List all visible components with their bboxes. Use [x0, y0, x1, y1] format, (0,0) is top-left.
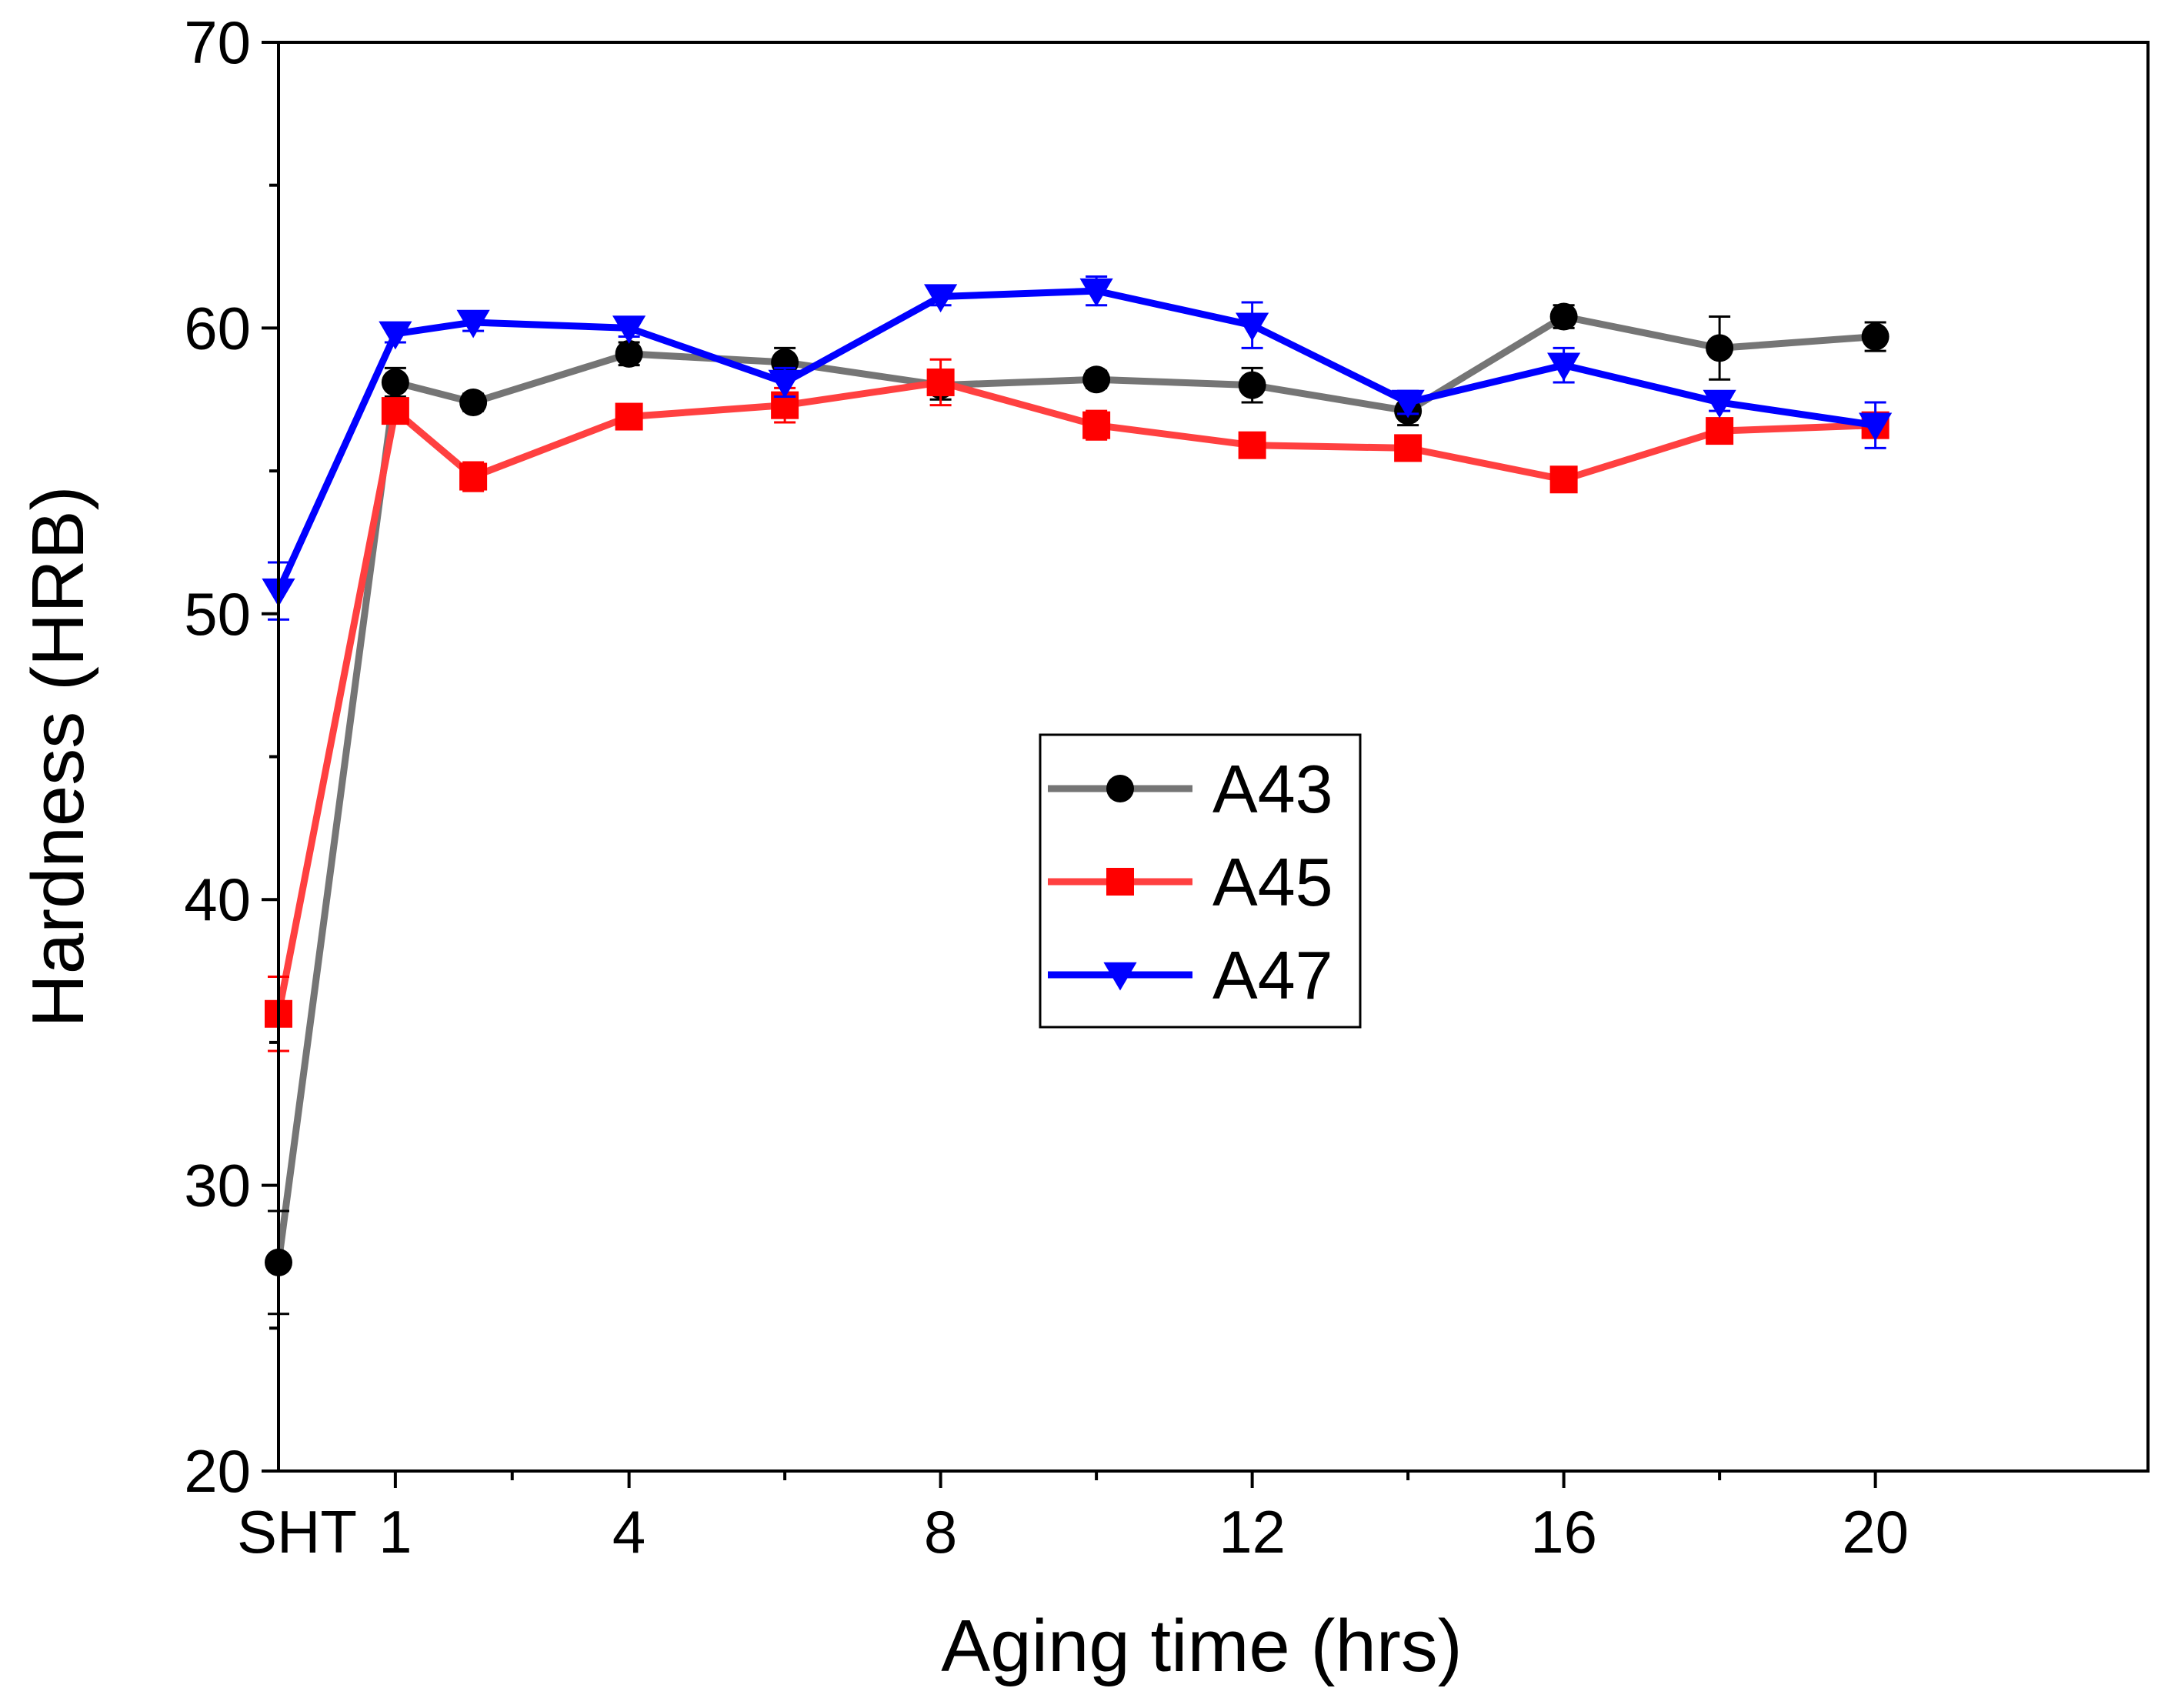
data-point-a43 [1706, 334, 1734, 362]
data-point-a47 [1859, 412, 1893, 442]
legend-label-a47: A47 [1212, 937, 1333, 1013]
legend: A43 A45 A47 [1039, 733, 1362, 1029]
data-point-a45 [381, 397, 409, 425]
data-point-a45 [459, 462, 488, 491]
data-point-a47 [1703, 389, 1736, 419]
data-point-a43 [1082, 365, 1111, 394]
legend-label-a43: A43 [1212, 751, 1333, 827]
x-tick-label: 12 [1219, 1498, 1286, 1566]
legend-entry-a45: A45 [1048, 844, 1333, 920]
data-point-a47 [768, 369, 802, 399]
legend-marker-a45 [1106, 868, 1134, 896]
data-point-a47 [379, 321, 412, 350]
data-point-a47 [1236, 312, 1269, 342]
x-tick-label: 1 [379, 1498, 412, 1566]
x-tick-label: 4 [612, 1498, 645, 1566]
series-layer [262, 275, 1893, 1316]
data-point-a45 [1082, 411, 1111, 439]
legend-label-a45: A45 [1212, 844, 1333, 920]
data-point-a43 [1549, 302, 1578, 331]
tick-labels: 20 30 40 50 60 70 SHT 1 4 8 12 16 20 [184, 8, 1909, 1566]
x-tick-label: SHT [237, 1498, 357, 1566]
y-tick-label: 70 [184, 8, 251, 76]
legend-marker-a43 [1106, 775, 1134, 802]
data-point-a47 [924, 284, 958, 313]
y-tick-label: 60 [184, 294, 251, 362]
data-point-a43 [381, 368, 409, 396]
data-point-a47 [456, 309, 490, 339]
y-axis-title: Hardness (HRB) [17, 485, 99, 1027]
legend-entry-a47: A47 [1048, 937, 1333, 1013]
x-axis-title: Aging time (hrs) [941, 1605, 1463, 1687]
data-point-a47 [1547, 352, 1581, 382]
x-tick-label: 16 [1530, 1498, 1597, 1566]
x-tick-label: 8 [924, 1498, 957, 1566]
legend-entry-a43: A43 [1048, 751, 1333, 827]
data-point-a43 [1861, 322, 1889, 351]
y-tick-label: 30 [184, 1152, 251, 1219]
y-tick-label: 20 [184, 1437, 251, 1505]
data-point-a45 [926, 368, 955, 396]
data-point-a47 [1079, 278, 1113, 307]
data-point-a47 [612, 315, 646, 344]
series-a47 [262, 275, 1893, 621]
data-point-a45 [1238, 431, 1266, 459]
data-point-a45 [615, 402, 643, 431]
series-a45 [265, 358, 1889, 1052]
data-point-a43 [615, 339, 643, 368]
y-tick-label: 50 [184, 580, 251, 648]
data-point-a43 [459, 388, 488, 416]
data-point-a43 [771, 348, 799, 376]
data-point-a45 [1549, 465, 1578, 494]
x-tick-label: 20 [1842, 1498, 1909, 1566]
data-point-a43 [1238, 371, 1266, 399]
data-point-a45 [1394, 434, 1423, 462]
plot-frame [277, 41, 2150, 1473]
series-a43 [265, 302, 1889, 1316]
legend-marker-a47 [1103, 962, 1137, 991]
series-line-a47 [275, 287, 1876, 592]
data-point-a45 [1706, 417, 1734, 445]
y-tick-label: 40 [184, 866, 251, 933]
data-point-a47 [1391, 389, 1425, 419]
